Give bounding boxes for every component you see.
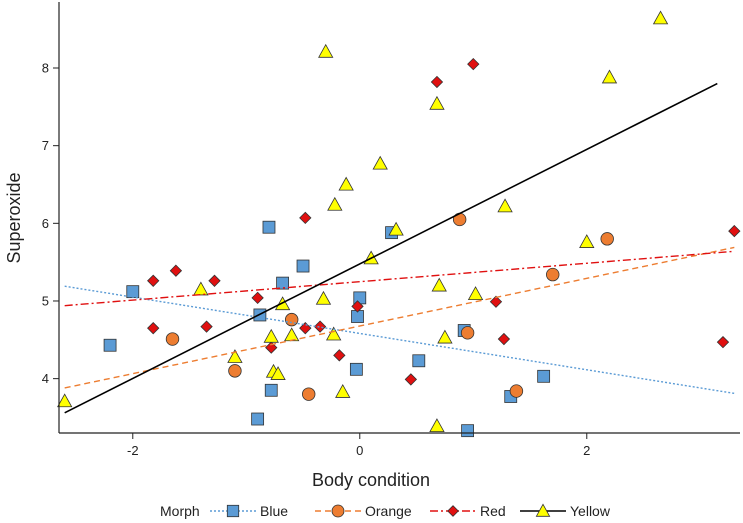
y-ticks: 4 5 6 7 8: [42, 61, 59, 386]
data-point-orange: [509, 384, 524, 398]
data-point-yellow: [429, 95, 445, 110]
legend-marker-red: [447, 505, 459, 517]
y-axis-title: Superoxide: [4, 172, 24, 263]
legend-label-blue: Blue: [260, 503, 288, 519]
data-point-yellow: [318, 43, 334, 58]
legend-marker-yellow: [535, 503, 551, 517]
data-point-yellow: [429, 418, 445, 433]
data-point-yellow: [338, 176, 354, 191]
y-tick-label: 4: [42, 371, 49, 386]
x-axis-title: Body condition: [312, 470, 430, 490]
data-point-blue: [296, 259, 310, 273]
data-point-red: [430, 75, 444, 89]
y-tick-label: 5: [42, 293, 49, 308]
data-point-red: [333, 349, 346, 362]
data-point-red: [728, 224, 741, 238]
data-point-red: [467, 57, 480, 71]
x-tick-label: 0: [356, 443, 363, 458]
data-point-yellow: [263, 328, 279, 343]
fit-lines: [64, 82, 735, 414]
data-point-red: [299, 211, 312, 225]
legend: Morph Blue Orange Red Yellow: [160, 503, 611, 519]
fit-line-blue: [64, 285, 735, 395]
data-point-red: [147, 274, 160, 287]
legend-title: Morph: [160, 503, 200, 519]
data-point-yellow: [315, 290, 332, 305]
fit-line-yellow: [64, 82, 718, 414]
data-point-blue: [461, 424, 475, 438]
legend-label-red: Red: [480, 503, 506, 519]
data-point-orange: [600, 232, 614, 246]
data-point-yellow: [327, 196, 343, 211]
y-tick-label: 7: [42, 138, 49, 153]
x-tick-label: -2: [127, 443, 139, 458]
data-point-yellow: [325, 326, 342, 341]
data-point-yellow: [601, 69, 618, 84]
data-point-red: [169, 264, 183, 277]
x-tick-label: 2: [583, 443, 590, 458]
data-point-red: [200, 320, 213, 333]
data-point-red: [299, 321, 312, 335]
data-point-blue: [412, 354, 426, 368]
data-point-yellow: [388, 221, 404, 236]
data-point-yellow: [437, 329, 453, 344]
data-point-red: [351, 300, 364, 313]
data-point-yellow: [579, 234, 595, 248]
data-point-blue: [251, 412, 265, 426]
data-point-red: [313, 320, 327, 333]
data-point-blue: [353, 291, 367, 305]
data-point-blue: [537, 369, 551, 383]
legend-marker-orange: [331, 504, 345, 518]
x-ticks: -2 0 2: [127, 433, 590, 458]
data-point-orange: [165, 332, 180, 346]
data-point-yellow: [467, 286, 484, 300]
data-point-red: [208, 274, 221, 287]
fit-line-orange: [64, 246, 735, 389]
data-point-red: [147, 321, 160, 335]
data-point-yellow: [431, 277, 447, 292]
legend-marker-blue: [226, 504, 240, 518]
data-point-red: [489, 295, 503, 308]
data-point-yellow: [652, 10, 669, 25]
data-point-blue: [262, 220, 276, 234]
data-point-yellow: [56, 393, 73, 408]
data-point-red: [265, 341, 278, 354]
data-point-orange: [460, 326, 475, 340]
legend-label-yellow: Yellow: [570, 503, 611, 519]
data-point-orange: [284, 312, 299, 327]
legend-label-orange: Orange: [365, 503, 412, 519]
data-point-red: [716, 335, 730, 349]
data-point-yellow: [372, 155, 388, 170]
plot-points: [56, 10, 741, 438]
data-point-blue: [349, 362, 363, 376]
data-point-orange: [228, 364, 242, 378]
y-tick-label: 6: [42, 216, 49, 231]
data-point-orange: [546, 267, 560, 282]
data-point-yellow: [227, 349, 243, 363]
data-point-red: [251, 291, 264, 305]
data-point-blue: [103, 338, 117, 352]
y-tick-label: 8: [42, 61, 49, 76]
data-point-red: [404, 373, 418, 386]
data-point-yellow: [335, 384, 351, 398]
fit-line-red: [64, 250, 735, 307]
data-point-red: [497, 332, 511, 346]
data-point-blue: [276, 276, 289, 290]
data-point-yellow: [497, 198, 513, 213]
data-point-yellow: [193, 281, 209, 296]
data-point-orange: [302, 387, 316, 401]
data-point-yellow: [283, 327, 300, 342]
data-point-blue: [264, 383, 278, 397]
data-point-yellow: [270, 366, 286, 380]
